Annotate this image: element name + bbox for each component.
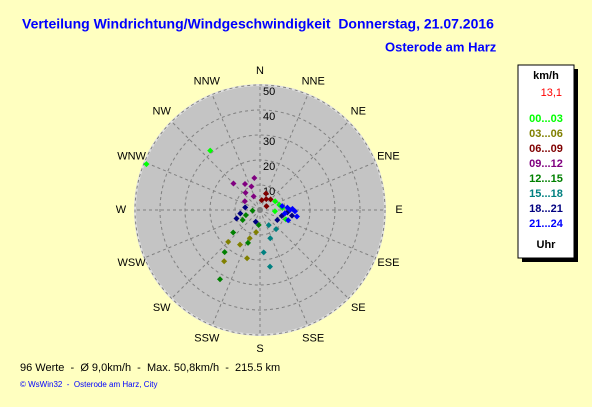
legend-label: 06...09 — [529, 143, 563, 155]
legend-label: 18...21 — [529, 203, 563, 215]
data-point — [289, 205, 296, 212]
data-point — [273, 226, 280, 233]
direction-label: E — [395, 204, 402, 216]
data-point — [241, 198, 248, 205]
copyright: © WsWin32 - Osterode am Harz, City — [20, 380, 157, 389]
grid-ring — [159, 109, 361, 311]
data-point — [242, 204, 249, 211]
data-point — [265, 222, 272, 229]
spoke — [211, 209, 261, 326]
data-point — [143, 161, 150, 168]
grid-ring — [234, 184, 286, 236]
data-point — [242, 212, 249, 219]
data-point — [289, 212, 296, 219]
grid-ring — [209, 159, 311, 261]
data-point — [274, 217, 281, 223]
data-point — [251, 174, 258, 181]
direction-label: W — [116, 204, 127, 216]
data-point — [246, 235, 253, 242]
data-point — [267, 235, 274, 242]
data-point — [293, 213, 300, 220]
radial-tick-label: 20 — [263, 161, 275, 173]
data-point — [249, 207, 256, 214]
data-point — [279, 203, 286, 210]
direction-label: SE — [351, 302, 366, 314]
legend-title: km/h — [533, 70, 559, 82]
spoke — [259, 94, 309, 211]
data-point — [230, 229, 237, 236]
direction-label: WNW — [117, 151, 146, 163]
data-point — [260, 249, 267, 256]
spoke — [211, 94, 261, 211]
legend-label: 21...24 — [529, 218, 564, 230]
direction-label: N — [256, 65, 264, 77]
data-point — [237, 241, 243, 248]
data-point — [244, 255, 251, 262]
data-point — [267, 196, 274, 203]
radial-tick-label: 50 — [263, 86, 275, 98]
data-point — [266, 263, 273, 270]
data-point — [239, 217, 246, 223]
spoke — [144, 161, 261, 211]
current-value: 13,1 — [541, 87, 562, 99]
data-point — [237, 210, 244, 217]
data-point — [263, 203, 270, 210]
data-point — [248, 183, 255, 190]
spoke — [259, 121, 349, 211]
data-point — [252, 218, 259, 225]
chart-subtitle: Osterode am Harz — [385, 39, 497, 54]
legend-label: 09...12 — [529, 158, 563, 170]
grid-ring — [184, 134, 336, 286]
data-point — [233, 215, 240, 222]
spoke — [144, 209, 261, 259]
data-point — [207, 147, 214, 154]
legend-box — [517, 64, 575, 259]
spoke — [259, 209, 309, 326]
direction-label: WSW — [118, 257, 147, 269]
data-point — [263, 196, 270, 203]
legend-label: 00...03 — [529, 113, 563, 125]
data-point — [253, 229, 260, 236]
data-point — [271, 208, 278, 215]
data-point — [281, 210, 288, 217]
data-point — [221, 258, 228, 265]
grid-ring — [134, 84, 386, 336]
direction-label: ENE — [377, 151, 400, 163]
data-point — [284, 204, 291, 211]
direction-label: NE — [351, 106, 366, 118]
data-point — [225, 238, 232, 245]
legend-label: 15...18 — [529, 188, 563, 200]
data-point — [217, 276, 223, 283]
data-point — [258, 197, 265, 204]
direction-label: NW — [153, 106, 172, 118]
data-point — [221, 249, 228, 256]
data-point — [272, 198, 279, 205]
radial-tick-label: 30 — [263, 136, 275, 148]
direction-label: ESE — [377, 257, 399, 269]
data-point — [242, 189, 249, 196]
direction-label: S — [256, 343, 263, 355]
legend-footer: Uhr — [537, 239, 557, 251]
data-point — [242, 181, 248, 188]
data-point — [285, 217, 292, 224]
spoke — [259, 209, 349, 299]
legend-label: 12...15 — [529, 173, 563, 185]
footer: 96 Werte - Ø 9,0km/h - Max. 50,8km/h - 2… — [20, 362, 280, 374]
direction-label: SW — [153, 302, 171, 314]
direction-label: NNE — [302, 75, 325, 87]
radial-tick-label: 40 — [263, 111, 275, 123]
legend-label: 03...06 — [529, 128, 563, 140]
data-point — [230, 180, 237, 187]
data-point — [262, 190, 269, 197]
spoke — [259, 209, 376, 259]
direction-label: SSE — [302, 332, 324, 344]
spoke — [171, 209, 261, 299]
data-point — [250, 193, 257, 200]
chart-title: Verteilung Windrichtung/Windgeschwindigk… — [22, 16, 494, 32]
data-point — [245, 239, 252, 246]
data-point — [255, 221, 262, 228]
direction-label: SSW — [194, 332, 220, 344]
direction-label: NNW — [194, 75, 221, 87]
